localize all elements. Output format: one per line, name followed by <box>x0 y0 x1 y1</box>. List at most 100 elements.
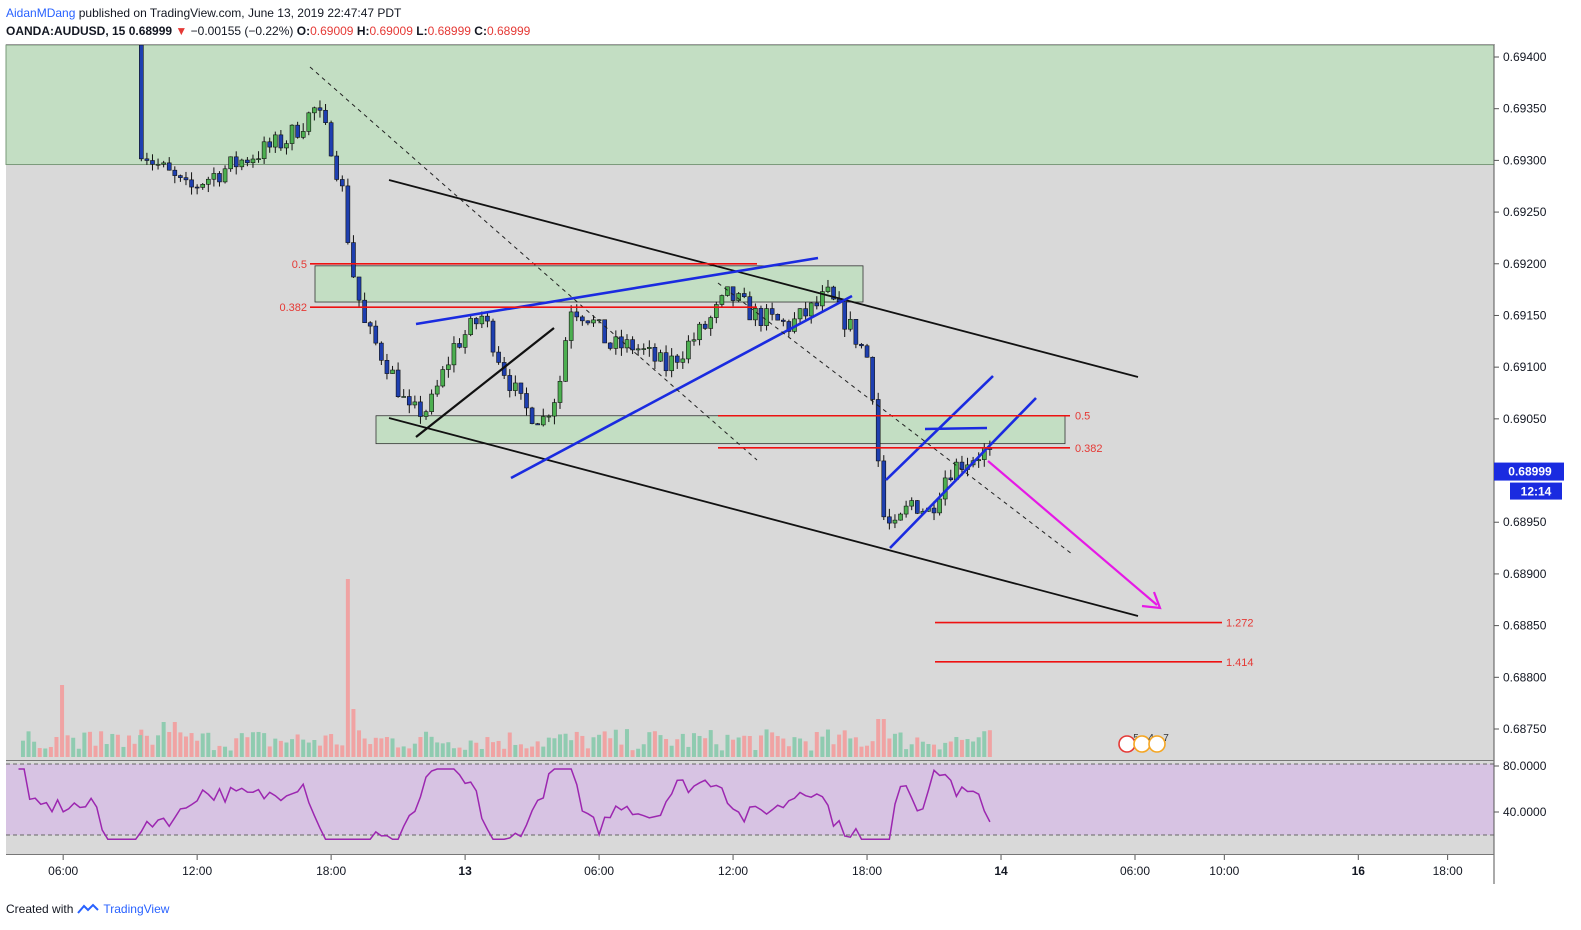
footer: Created with TradingView <box>6 902 169 916</box>
volume-bar <box>43 748 48 757</box>
volume-bar <box>987 730 992 757</box>
candle <box>825 279 831 294</box>
current-price-tag <box>1494 462 1564 481</box>
candle <box>764 304 769 331</box>
flag-top-blue[interactable] <box>924 426 988 431</box>
volume-bar <box>585 748 590 757</box>
candle <box>797 308 803 325</box>
volume-bar <box>809 750 814 757</box>
candle <box>401 389 406 398</box>
upper-channel-blue[interactable] <box>415 256 819 326</box>
x-tick-label: 16 <box>1352 864 1366 878</box>
candle <box>468 314 473 337</box>
volume-bar <box>524 748 529 757</box>
lower-channel-blue[interactable] <box>510 294 853 480</box>
author-link[interactable]: AidanMDang <box>6 6 76 20</box>
x-tick-label: 18:00 <box>316 864 346 878</box>
y-tick-label: 0.68900 <box>1503 567 1547 581</box>
candle <box>373 320 379 346</box>
volume-bar <box>764 729 769 757</box>
black-impulse-line[interactable] <box>415 327 555 438</box>
volume-bar <box>228 750 233 757</box>
candle <box>892 514 898 529</box>
candle <box>300 123 306 140</box>
volume-bar <box>132 743 137 757</box>
tradingview-brand[interactable]: TradingView <box>103 902 170 916</box>
supply-zone[interactable] <box>5 44 1495 166</box>
x-tick-label: 12:00 <box>718 864 748 878</box>
rsi-band <box>6 764 1494 835</box>
ohlc-line: OANDA:AUDUSD, 15 0.68999 ▼ −0.00155 (−0.… <box>6 22 530 40</box>
y-tick-label: 0.68950 <box>1503 515 1547 529</box>
volume-bar <box>686 746 691 757</box>
high-label: H: <box>356 24 370 38</box>
candle <box>529 406 535 425</box>
open-label: O: <box>296 24 311 38</box>
candle <box>875 392 881 467</box>
y-tick-label: 0.68850 <box>1503 619 1547 633</box>
volume-bar <box>842 730 847 757</box>
candle <box>183 171 189 186</box>
y-tick-label: 0.69400 <box>1503 50 1547 64</box>
volume-bar <box>909 744 914 757</box>
close-value: 0.68999 <box>486 24 531 38</box>
volume-bar <box>742 735 747 757</box>
volume-bar <box>719 750 724 757</box>
volume-bar <box>384 737 389 757</box>
volume-bar <box>937 749 942 757</box>
candle <box>580 315 585 326</box>
candle <box>150 154 155 171</box>
volume-bar <box>747 736 752 757</box>
volume-bar <box>602 731 607 757</box>
symbol-label[interactable]: OANDA:AUDUSD, 15 <box>6 24 126 38</box>
projection-arrow[interactable] <box>987 460 1158 606</box>
rsi-tick-label: 40.0000 <box>1503 805 1547 819</box>
volume-bar <box>178 732 183 757</box>
volume-bar <box>457 747 462 757</box>
x-tick-label: 18:00 <box>1433 864 1463 878</box>
volume-bar <box>613 729 618 757</box>
volume-bar <box>121 746 126 757</box>
candle <box>948 469 954 482</box>
volume-bar <box>156 735 161 757</box>
y-tick-label: 0.68750 <box>1503 722 1547 736</box>
support-trendline[interactable] <box>388 417 1139 617</box>
candle <box>730 286 736 307</box>
candle <box>909 497 915 511</box>
x-tick-label: 12:00 <box>182 864 212 878</box>
volume-bar <box>93 745 98 757</box>
volume-bar <box>161 722 166 757</box>
event-badge-icon[interactable] <box>1148 735 1166 753</box>
candle <box>652 343 658 370</box>
dashed-trendline[interactable] <box>717 282 1073 555</box>
candle <box>312 106 317 121</box>
resistance-trendline[interactable] <box>388 179 1139 378</box>
candle <box>261 136 267 164</box>
candle <box>697 321 702 346</box>
volume-bar <box>479 748 484 757</box>
volume-bar <box>608 738 613 757</box>
x-tick-label: 06:00 <box>584 864 614 878</box>
candle <box>485 313 490 328</box>
candle <box>278 130 284 151</box>
volume-bar <box>317 745 322 757</box>
candle <box>395 362 401 398</box>
volume-bar <box>965 739 970 757</box>
volume-bar <box>792 737 797 757</box>
volume-bar <box>630 750 635 757</box>
volume-bar <box>435 742 440 757</box>
volume-bar <box>362 738 367 757</box>
candle <box>725 286 730 297</box>
volume-bar <box>904 749 909 757</box>
candle <box>406 389 412 414</box>
volume-bar <box>959 739 964 757</box>
fib-level-label: 1.272 <box>1226 618 1254 630</box>
volume-bar <box>468 740 473 757</box>
volume-bar <box>820 736 825 757</box>
volume-bar <box>200 733 205 757</box>
volume-bar <box>652 731 657 757</box>
candle <box>669 348 674 378</box>
candle <box>630 336 635 355</box>
flag-lower-blue[interactable] <box>889 397 1037 549</box>
